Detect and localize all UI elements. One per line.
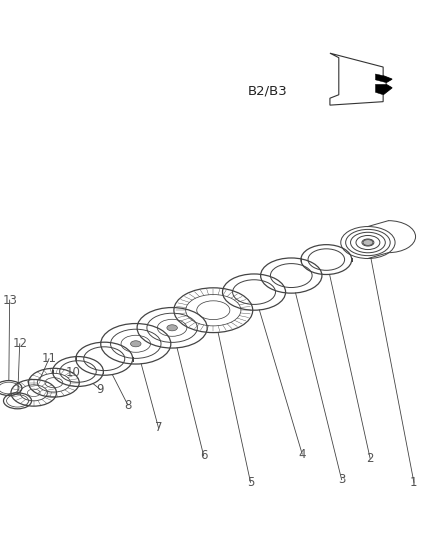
- Text: 13: 13: [2, 294, 17, 306]
- Text: 3: 3: [338, 473, 345, 486]
- Text: 1: 1: [410, 476, 418, 489]
- Text: 6: 6: [200, 449, 208, 462]
- Text: 8: 8: [124, 399, 131, 411]
- Text: 12: 12: [12, 337, 27, 350]
- Text: 9: 9: [96, 383, 104, 395]
- Polygon shape: [375, 74, 392, 83]
- Text: 10: 10: [66, 366, 81, 378]
- Ellipse shape: [131, 341, 141, 347]
- Text: 7: 7: [155, 422, 162, 434]
- Text: 11: 11: [42, 352, 57, 365]
- Text: 4: 4: [298, 448, 306, 461]
- Ellipse shape: [167, 325, 177, 331]
- Text: 5: 5: [247, 476, 254, 489]
- Polygon shape: [375, 84, 392, 95]
- Text: B2/B3: B2/B3: [247, 84, 287, 97]
- Text: 2: 2: [366, 452, 374, 465]
- Ellipse shape: [363, 240, 373, 245]
